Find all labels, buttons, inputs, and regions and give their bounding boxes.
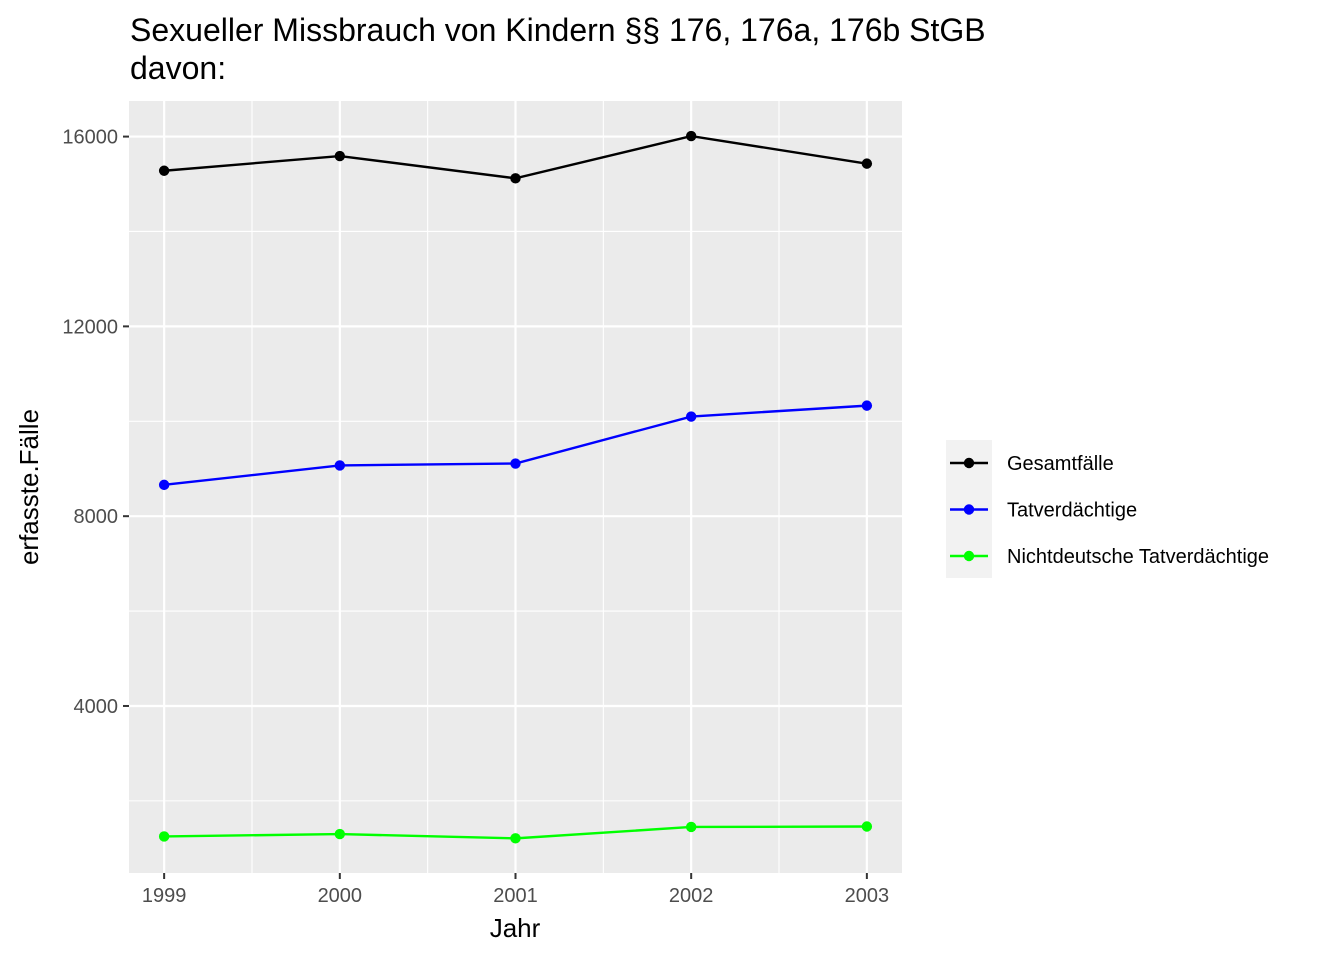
y-axis: 4000 8000 12000 16000 xyxy=(62,127,129,718)
legend-label: Nichtdeutsche Tatverdächtige xyxy=(1007,546,1269,568)
data-point xyxy=(510,458,521,469)
series-layer xyxy=(158,130,873,844)
chart-title: Sexueller Missbrauch von Kindern §§ 176,… xyxy=(130,12,986,48)
legend-key-point xyxy=(963,504,975,515)
x-axis-title: Jahr xyxy=(490,913,541,943)
legend-key-point xyxy=(963,457,975,469)
y-tick-label: 16000 xyxy=(62,127,118,149)
legend-label: Gesamtfälle xyxy=(1007,453,1114,475)
data-point xyxy=(685,130,697,142)
data-point xyxy=(158,479,170,491)
data-point xyxy=(861,158,873,169)
y-axis-title: erfasste.Fälle xyxy=(14,409,44,565)
y-tick-label: 4000 xyxy=(74,696,119,718)
legend: Gesamtfälle Tatverdächtige Nichtdeutsche T… xyxy=(946,440,1269,578)
x-tick-label: 2003 xyxy=(845,885,890,907)
x-tick-label: 2001 xyxy=(493,885,538,907)
data-point xyxy=(334,460,346,471)
series-1 xyxy=(158,130,873,184)
x-tick-label: 2000 xyxy=(318,885,363,907)
data-point xyxy=(158,165,170,176)
data-point xyxy=(510,833,521,844)
series-3 xyxy=(158,821,873,844)
data-point xyxy=(334,150,346,162)
data-point xyxy=(861,400,873,411)
data-point xyxy=(685,821,697,833)
data-point xyxy=(334,828,346,840)
data-point xyxy=(158,831,170,842)
chart-subtitle: davon: xyxy=(130,50,226,86)
data-point xyxy=(861,821,873,832)
x-axis: 1999 2000 2001 2002 2003 xyxy=(142,873,889,907)
major-gridlines xyxy=(129,101,902,873)
y-tick-label: 12000 xyxy=(62,316,118,338)
x-tick-label: 1999 xyxy=(142,885,187,907)
x-tick-label: 2002 xyxy=(669,885,714,907)
data-point xyxy=(685,411,697,422)
data-point xyxy=(510,173,521,184)
legend-key-point xyxy=(963,550,975,562)
y-tick-label: 8000 xyxy=(74,506,119,528)
series-2 xyxy=(158,400,873,491)
legend-label: Tatverdächtige xyxy=(1007,500,1137,522)
